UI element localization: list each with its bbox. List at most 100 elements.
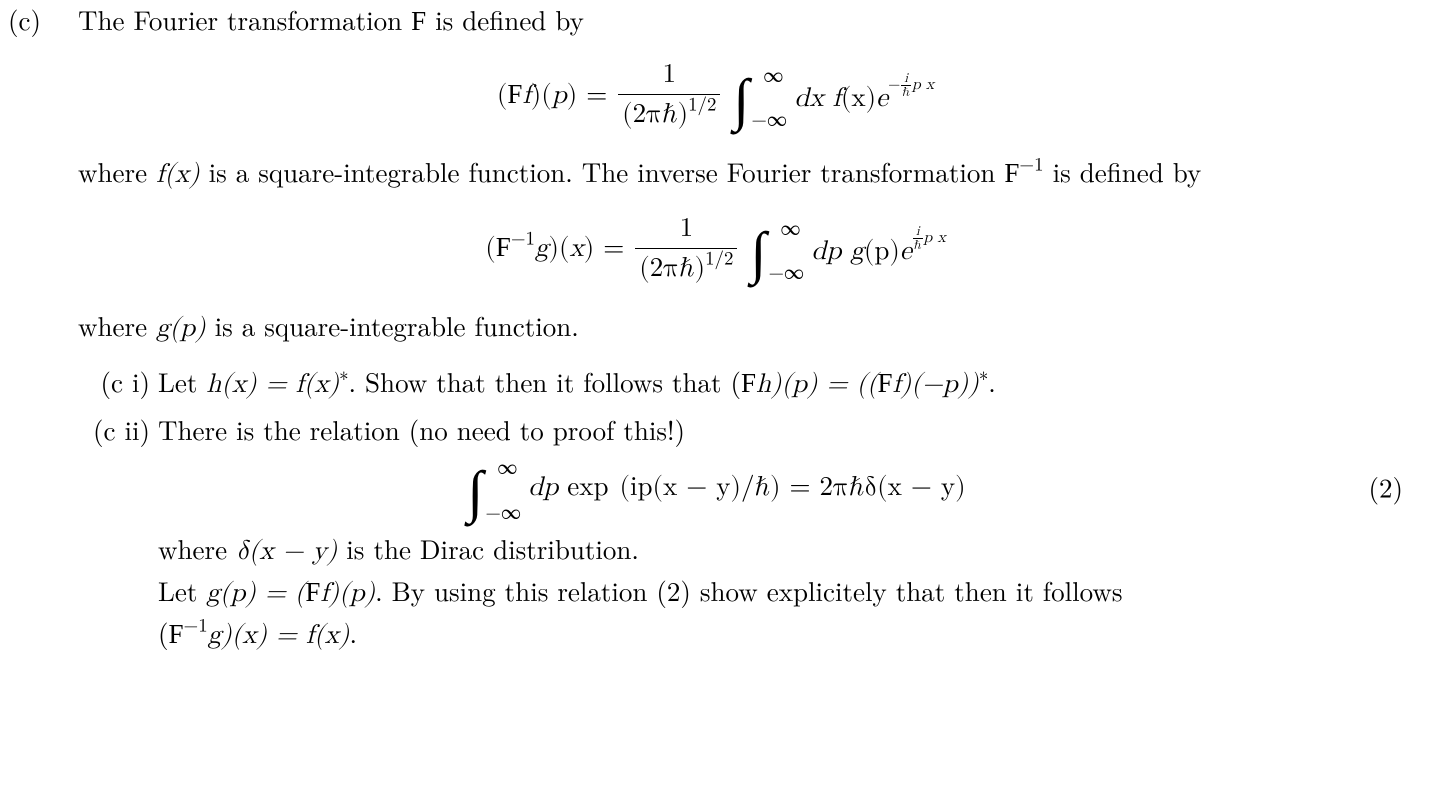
mid1c: is a square-integrable function. The inv…	[200, 152, 1005, 190]
eq2-g: g	[535, 235, 549, 262]
eq2-integrand-g: g	[850, 238, 864, 265]
cii-m4exp: −1	[184, 612, 208, 638]
eq1-den-pre: (2π	[622, 101, 662, 128]
eq1-lparen: (	[497, 82, 508, 109]
eq1-den-post: )	[678, 101, 689, 128]
eq1-e: e	[876, 85, 888, 112]
eq2-den-post: )	[695, 255, 706, 282]
eq2-num: 1	[635, 209, 737, 249]
cii-m2: δ(x − y)	[236, 538, 337, 565]
mid2c: is a square-integrable function.	[206, 306, 579, 344]
ci-m3star: ∗	[979, 361, 988, 387]
eq2-exp: iℏp x	[912, 230, 946, 246]
cii-t3a: Let	[158, 571, 206, 609]
eq1-int-lo: −∞	[751, 110, 787, 126]
cii-t2b: is the Dirac distribution.	[337, 529, 639, 567]
cii-task: Let g(p) = (Ff)(p). By using this relati…	[158, 571, 1431, 655]
eq2-lparen: (	[485, 235, 496, 262]
eq1-den-hbar: ℏ	[662, 101, 678, 128]
part-c-label: (c)	[0, 0, 78, 39]
intro-text-1: The Fourier transformation	[78, 0, 411, 38]
gp-note-row: where g(p) is a square-integrable functi…	[0, 306, 1431, 348]
eq1-integrand-f: f	[833, 85, 841, 112]
eq2-eq: ) =	[584, 235, 633, 262]
cii-m3-F: F	[305, 577, 320, 607]
cii-int-hi: ∞	[497, 458, 517, 474]
eq2-x: x	[570, 235, 584, 262]
cii-m4-F: F	[169, 619, 184, 649]
eq1-meas: dx	[794, 85, 832, 112]
cii-int-lo: −∞	[485, 503, 521, 519]
cii-t2a: where	[158, 529, 236, 567]
eq1-exp-sign: −	[888, 77, 900, 93]
ci-m3: f)(−p))	[893, 371, 979, 398]
dirac-note: where δ(x − y) is the Dirac distribution…	[158, 529, 1431, 571]
eq2-meas: dp	[811, 238, 850, 265]
fourier-definition-equation: (Ff)(p) = 1 (2πℏ)1/2 ∫ ∞ −∞ dx f(x)e−iℏp…	[0, 55, 1431, 134]
mid2a: where	[78, 306, 156, 344]
mid1e: is defined by	[1044, 152, 1202, 190]
eq1-f: f	[522, 82, 530, 109]
eq1-eq: ) =	[567, 82, 616, 109]
dirac-relation-equation: ∫ ∞ −∞ dp exp (ip(x − y)/ℏ) = 2πℏδ(x − y…	[0, 463, 1431, 510]
eq1-num: 1	[618, 55, 720, 95]
eq2-exp-tail: p x	[924, 230, 946, 246]
mid1b: f(x)	[156, 161, 200, 188]
equation-number-2: (2)	[1368, 467, 1403, 506]
ci-t2: . Show that then it follows that (	[349, 362, 741, 400]
eq1-exp-den: ℏ	[901, 86, 911, 99]
subpart-ci-label: (c i)	[70, 362, 158, 401]
subpart-ci-body: Let h(x) = f(x)∗. Show that then it foll…	[158, 362, 1431, 404]
eq1-exp: −iℏp x	[888, 77, 934, 93]
cii-expword: exp	[567, 474, 608, 501]
subpart-cii-body: There is the relation (no need to proof …	[158, 410, 1431, 449]
eq1-den-exp: 1/2	[688, 96, 716, 115]
ci-t3: .	[988, 362, 996, 400]
mid1a: where	[78, 152, 156, 190]
eq2-den: (2πℏ)1/2	[635, 249, 737, 288]
eq2-Fexp: −1	[511, 230, 535, 249]
inverse-intro-row: where f(x) is a square-integrable functi…	[0, 152, 1431, 194]
eq2-F: F	[496, 232, 511, 262]
eq1-p: p	[552, 82, 567, 109]
cii-m4: g)(x) = f(x)	[208, 622, 350, 649]
mid2b: g(p)	[156, 315, 206, 342]
subpart-ci-row: (c i) Let h(x) = f(x)∗. Show that then i…	[70, 362, 1431, 404]
ci-F2: F	[877, 368, 892, 398]
eq1-F: F	[507, 79, 522, 109]
eq1-integral: ∫ ∞ −∞	[733, 72, 749, 118]
eq1-fraction: 1 (2πℏ)1/2	[618, 55, 720, 134]
ci-t1: Let	[158, 362, 206, 400]
eq1-exp-num: i	[901, 72, 911, 86]
cii-t3b: . By using this relation (2) show explic…	[375, 571, 1122, 609]
eq2-e: e	[900, 238, 912, 265]
inverse-intro: where f(x) is a square-integrable functi…	[78, 152, 1431, 194]
ci-m1star: ∗	[339, 361, 348, 387]
eq2-fraction: 1 (2πℏ)1/2	[635, 209, 737, 288]
cii-m3a: g(p) = (	[206, 580, 305, 607]
ci-F: F	[741, 368, 756, 398]
eq2-exp-num: i	[913, 225, 923, 239]
part-c-header-row: (c) The Fourier transformation F is defi…	[0, 0, 1431, 41]
fourier-symbol: F	[411, 6, 426, 36]
eq1-integrand-arg: (x)	[841, 85, 876, 112]
eq1-den: (2πℏ)1/2	[618, 95, 720, 134]
problem-part-c: (c) The Fourier transformation F is defi…	[0, 0, 1431, 799]
eq2-den-pre: (2π	[639, 255, 679, 282]
ci-m2: h)(p) = ((	[756, 371, 877, 398]
mid1d: F	[1004, 158, 1019, 188]
intro-text-2: is defined by	[426, 0, 584, 38]
cii-meas: dp	[528, 474, 567, 501]
gp-note: where g(p) is a square-integrable functi…	[78, 306, 1431, 348]
eq2-integral: ∫ ∞ −∞	[750, 225, 766, 271]
cii-m3b: f)(p)	[320, 580, 375, 607]
cii-integral: ∫ ∞ −∞	[467, 464, 483, 510]
eq2-int-lo: −∞	[768, 263, 804, 279]
eq1-exp-tail: p x	[912, 77, 934, 93]
cii-t4a: (	[158, 613, 169, 651]
subpart-cii-row: (c ii) There is the relation (no need to…	[70, 410, 1431, 449]
part-c-intro: The Fourier transformation F is defined …	[78, 0, 1431, 41]
eq2-int-hi: ∞	[780, 219, 800, 235]
eq1-int-hi: ∞	[763, 66, 783, 82]
ci-m1: h(x) = f(x)	[206, 371, 339, 398]
